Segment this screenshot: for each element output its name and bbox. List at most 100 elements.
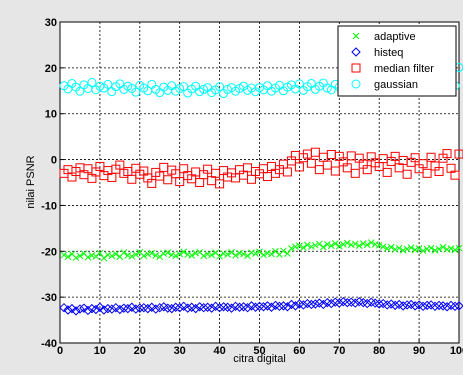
histeq-point <box>258 302 269 312</box>
adaptive-point <box>379 243 387 251</box>
histeq-point <box>402 300 412 310</box>
histeq-point <box>174 302 185 313</box>
adaptive-point <box>411 246 419 254</box>
adaptive-point <box>228 248 235 256</box>
gaussian-point <box>87 78 97 88</box>
histeq-point <box>326 298 337 309</box>
legend-label-adaptive: adaptive <box>374 31 416 43</box>
adaptive-point <box>192 249 200 257</box>
adaptive-point <box>188 252 196 259</box>
median-filter-point <box>342 163 352 173</box>
median-filter-point <box>442 149 452 159</box>
adaptive-point <box>140 252 148 260</box>
histeq-point <box>75 304 85 314</box>
gaussian-point <box>294 79 304 89</box>
adaptive-point <box>292 243 299 251</box>
median-filter-point <box>163 175 173 185</box>
adaptive-point <box>351 240 359 248</box>
adaptive-point <box>272 247 279 255</box>
adaptive-point <box>204 250 211 258</box>
histeq-point <box>123 303 133 314</box>
adaptive-point <box>152 252 160 259</box>
adaptive-point <box>100 254 108 262</box>
adaptive-point <box>280 247 287 255</box>
histeq-point <box>107 304 117 314</box>
adaptive-point <box>443 246 451 253</box>
adaptive-point <box>72 254 80 262</box>
histeq-point <box>390 300 400 311</box>
histeq-point <box>135 303 145 313</box>
histeq-point <box>163 303 173 313</box>
adaptive-point <box>260 251 267 259</box>
histeq-point <box>422 300 432 311</box>
median-filter-point <box>402 169 412 179</box>
adaptive-point <box>439 243 447 251</box>
adaptive-point <box>427 244 435 252</box>
histeq-point <box>63 305 73 315</box>
adaptive-point <box>268 250 275 258</box>
adaptive-point <box>128 252 136 260</box>
adaptive-point <box>92 252 100 260</box>
histeq-point <box>171 302 181 312</box>
adaptive-point <box>312 241 319 249</box>
adaptive-point <box>220 250 227 257</box>
median-filter-point <box>426 152 436 162</box>
adaptive-point <box>455 244 463 252</box>
histeq-point <box>198 302 209 313</box>
adaptive-point <box>335 242 343 250</box>
histeq-point <box>99 305 109 315</box>
median-filter-point <box>450 170 460 180</box>
gaussian-point <box>215 82 225 92</box>
histeq-point <box>274 301 285 312</box>
histeq-point <box>67 303 77 314</box>
adaptive-point <box>315 240 323 248</box>
histeq-point <box>71 306 81 316</box>
histeq-point <box>103 303 113 314</box>
legend-marker-gaussian <box>351 79 361 89</box>
histeq-point <box>418 301 428 312</box>
histeq-point <box>350 298 360 308</box>
histeq-point <box>206 303 217 313</box>
adaptive-point <box>200 252 207 260</box>
histeq-point <box>450 301 460 312</box>
x-tick-label: 50 <box>253 345 265 357</box>
adaptive-point <box>407 244 415 251</box>
adaptive-point <box>148 249 156 257</box>
adaptive-point <box>347 241 355 249</box>
x-tick-label: 30 <box>174 345 186 357</box>
histeq-point <box>234 302 245 312</box>
adaptive-point <box>419 247 427 255</box>
histeq-point <box>95 302 105 312</box>
x-tick-label: 40 <box>213 345 225 357</box>
adaptive-point <box>84 253 92 261</box>
gaussian-point <box>75 86 85 96</box>
y-tick-label: -20 <box>41 246 57 258</box>
adaptive-point <box>208 251 215 259</box>
median-filter-point <box>314 165 324 175</box>
x-tick-label: 100 <box>450 345 463 357</box>
x-tick-label: 80 <box>373 345 385 357</box>
adaptive-point <box>308 243 315 251</box>
x-tick-label: 0 <box>57 345 63 357</box>
adaptive-point <box>144 250 152 258</box>
adaptive-point <box>236 249 243 257</box>
adaptive-point <box>399 247 407 254</box>
median-filter-point <box>350 168 360 178</box>
adaptive-point <box>224 251 231 258</box>
histeq-point <box>454 301 463 311</box>
x-tick-label: 20 <box>134 345 146 357</box>
histeq-point <box>374 299 384 309</box>
adaptive-point <box>112 250 120 258</box>
adaptive-point <box>88 252 96 259</box>
median-filter-point <box>282 167 292 177</box>
x-tick-label: 60 <box>293 345 305 357</box>
adaptive-point <box>264 249 271 257</box>
x-tick-label: 70 <box>333 345 345 357</box>
y-tick-label: 30 <box>45 17 57 29</box>
median-filter-point <box>330 166 340 176</box>
adaptive-point <box>296 242 303 250</box>
histeq-point <box>214 302 225 313</box>
y-tick-label: -30 <box>41 292 57 304</box>
histeq-point <box>254 301 265 312</box>
